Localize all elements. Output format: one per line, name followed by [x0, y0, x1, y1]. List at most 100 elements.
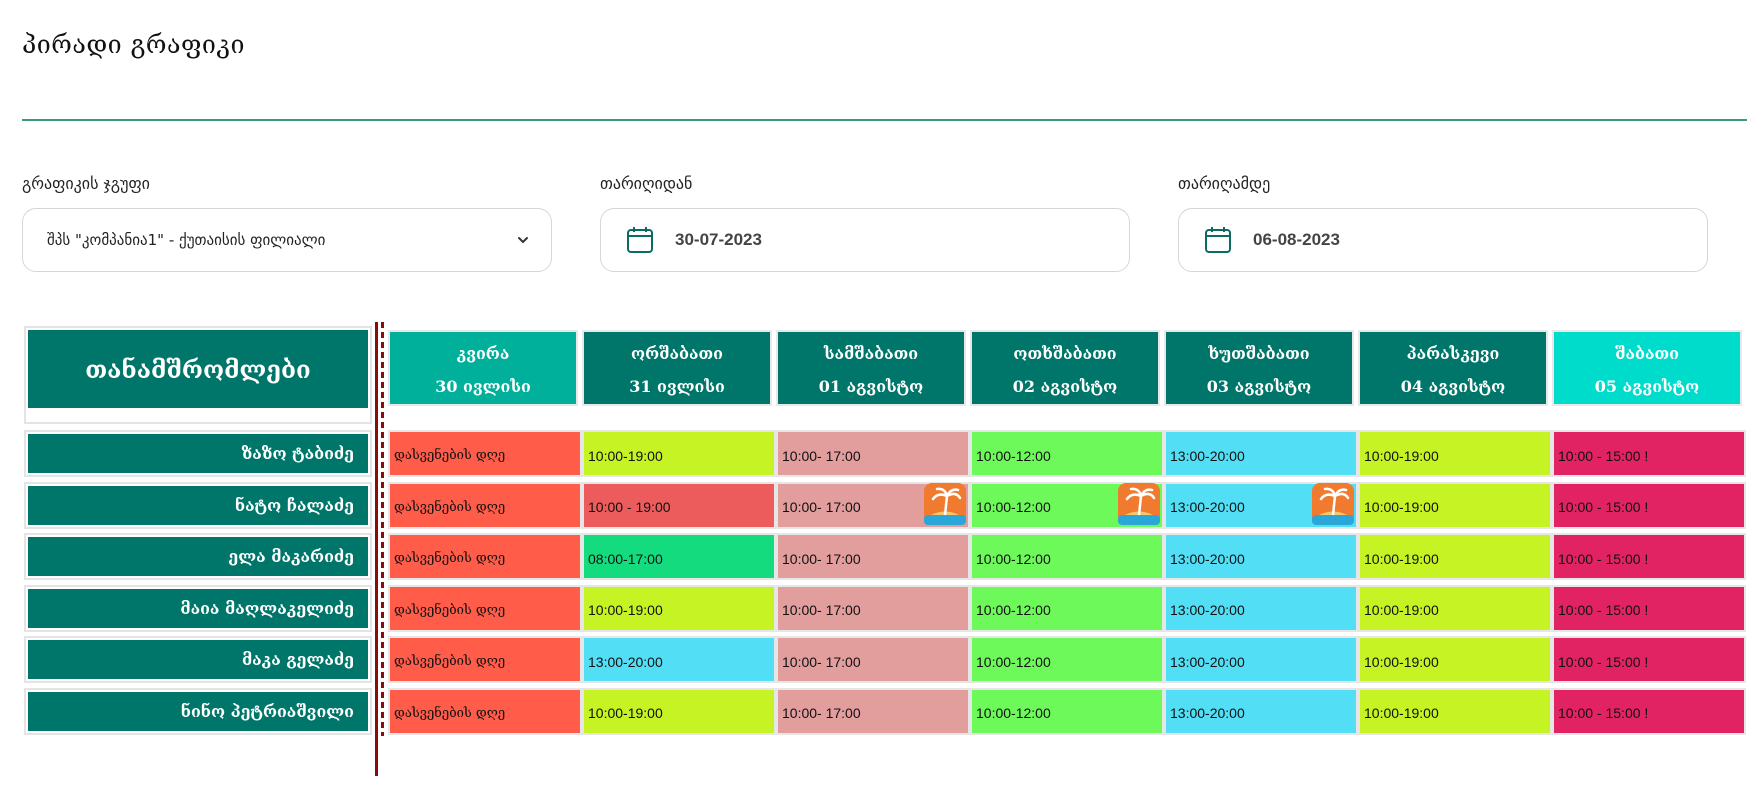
day-header: შაბათი 05 აგვისტო	[1552, 330, 1742, 406]
shift-cell[interactable]: 13:00-20:00	[1164, 430, 1358, 477]
shift-text: 10:00- 17:00	[782, 705, 861, 721]
shift-cell[interactable]: 10:00- 17:00	[776, 584, 970, 632]
shift-cell[interactable]: 10:00-19:00	[1358, 584, 1552, 632]
shift-text: 13:00-20:00	[588, 653, 663, 670]
shift-text: 10:00-12:00	[976, 653, 1051, 670]
shift-text: 13:00-20:00	[1170, 705, 1245, 721]
group-select-value: შპს "კომპანია1" - ქუთაისის ფილიალი	[47, 231, 326, 249]
shift-cell[interactable]: 10:00 - 15:00 !	[1552, 584, 1746, 632]
shift-cell[interactable]: 10:00 - 19:00	[582, 481, 776, 529]
shift-cell[interactable]: 10:00-19:00	[1358, 481, 1552, 529]
day-header: ოთხშაბათი 02 აგვისტო	[970, 330, 1160, 406]
shift-cell[interactable]: 13:00-20:00	[1164, 481, 1358, 529]
shift-cell[interactable]: 10:00-12:00	[970, 687, 1164, 735]
employee-row-name[interactable]: ზაზო ტაბიძე	[24, 430, 372, 477]
employee-row-name[interactable]: ნინო პეტრიაშვილი	[24, 687, 372, 735]
shift-cell[interactable]: 10:00-19:00	[582, 430, 776, 477]
shift-text: 10:00-12:00	[976, 447, 1051, 464]
date-from-input[interactable]: 30-07-2023	[600, 208, 1130, 272]
shift-text: დასვენების დღე	[394, 654, 506, 669]
shift-cell[interactable]: 10:00- 17:00	[776, 687, 970, 735]
shift-cell[interactable]: 10:00- 17:00	[776, 636, 970, 683]
shift-text: 13:00-20:00	[1170, 499, 1245, 515]
shift-cell[interactable]: 10:00-19:00	[582, 687, 776, 735]
day-date: 05 აგვისტო	[1594, 377, 1700, 396]
shift-cell[interactable]: 10:00-19:00	[1358, 430, 1552, 477]
date-from-label: თარიღიდან	[600, 174, 693, 193]
day-date: 04 აგვისტო	[1400, 377, 1506, 396]
title-divider	[22, 119, 1747, 121]
employee-row-name[interactable]: ნატო ჩალაძე	[24, 481, 372, 529]
shift-cell[interactable]: 10:00 - 15:00 !	[1552, 636, 1746, 683]
shift-cell[interactable]: 10:00-19:00	[1358, 636, 1552, 683]
day-name: შაბათი	[1615, 344, 1679, 363]
shift-cell[interactable]: 13:00-20:00	[1164, 533, 1358, 580]
shift-cell[interactable]: 10:00-12:00	[970, 430, 1164, 477]
shift-text: დასვენების დღე	[394, 705, 506, 721]
shift-cell[interactable]: დასვენების დღე	[388, 636, 582, 683]
employee-name: ნატო ჩალაძე	[28, 485, 368, 525]
group-select[interactable]: შპს "კომპანია1" - ქუთაისის ფილიალი	[22, 208, 552, 272]
calendar-icon[interactable]	[1203, 225, 1233, 255]
shift-cell[interactable]: დასვენების დღე	[388, 584, 582, 632]
shift-text: 10:00-19:00	[1364, 447, 1439, 464]
shift-cell[interactable]: 10:00- 17:00	[776, 533, 970, 580]
shift-text: 10:00-19:00	[588, 705, 663, 721]
shift-text: 13:00-20:00	[1170, 550, 1245, 567]
employee-row-name[interactable]: ელა მაკარიძე	[24, 533, 372, 580]
shift-cell[interactable]: 13:00-20:00	[1164, 687, 1358, 735]
shift-text: 10:00- 17:00	[782, 602, 861, 618]
shift-text: 10:00-19:00	[1364, 653, 1439, 670]
day-header: ხუთშაბათი 03 აგვისტო	[1164, 330, 1354, 406]
shift-cell[interactable]: 10:00-12:00	[970, 533, 1164, 580]
shift-text: 10:00 - 15:00 !	[1558, 447, 1649, 464]
employee-name: მაია მაღლაკელიძე	[28, 588, 368, 628]
shift-text: 13:00-20:00	[1170, 653, 1245, 670]
shift-text: 10:00-19:00	[1364, 550, 1439, 567]
calendar-icon[interactable]	[625, 225, 655, 255]
shift-cell[interactable]: 13:00-20:00	[582, 636, 776, 683]
shift-cell[interactable]: დასვენების დღე	[388, 687, 582, 735]
day-date: 01 აგვისტო	[818, 377, 924, 396]
shift-text: 10:00-19:00	[588, 447, 663, 464]
shift-cell[interactable]: 13:00-20:00	[1164, 584, 1358, 632]
shift-cell[interactable]: დასვენების დღე	[388, 430, 582, 477]
shift-cell[interactable]: 10:00-19:00	[1358, 533, 1552, 580]
shift-text: 10:00- 17:00	[782, 550, 861, 567]
shift-text: 10:00 - 15:00 !	[1558, 602, 1649, 618]
shift-cell[interactable]: 10:00-12:00	[970, 481, 1164, 529]
employee-row-name[interactable]: მაია მაღლაკელიძე	[24, 584, 372, 632]
day-name: ხუთშაბათი	[1208, 344, 1310, 363]
shift-cell[interactable]: 10:00-12:00	[970, 584, 1164, 632]
shift-cell[interactable]: 10:00-19:00	[1358, 687, 1552, 735]
day-header: სამშაბათი 01 აგვისტო	[776, 330, 966, 406]
shift-text: 10:00- 17:00	[782, 447, 861, 464]
shift-cell[interactable]: 10:00 - 15:00 !	[1552, 533, 1746, 580]
shift-text: 10:00- 17:00	[782, 653, 861, 670]
day-name: სამშაბათი	[823, 344, 919, 363]
date-to-input[interactable]: 06-08-2023	[1178, 208, 1708, 272]
shift-cell[interactable]: 10:00- 17:00	[776, 430, 970, 477]
employee-row-name[interactable]: მაკა გელაძე	[24, 636, 372, 683]
vacation-icon	[924, 482, 966, 525]
shift-cell[interactable]: 10:00-19:00	[582, 584, 776, 632]
group-filter: გრაფიკის ჯგუფი შპს "კომპანია1" - ქუთაისი…	[22, 174, 552, 272]
shift-cell[interactable]: 10:00 - 15:00 !	[1552, 481, 1746, 529]
shift-cell[interactable]: 10:00 - 15:00 !	[1552, 430, 1746, 477]
shift-cell[interactable]: 13:00-20:00	[1164, 636, 1358, 683]
shift-text: დასვენების დღე	[394, 499, 506, 515]
shift-text: 10:00-12:00	[976, 602, 1051, 618]
day-date: 02 აგვისტო	[1012, 377, 1118, 396]
page-title: პირადი გრაფიკი	[22, 30, 245, 59]
shift-cell[interactable]: 10:00-12:00	[970, 636, 1164, 683]
shift-cell[interactable]: 10:00- 17:00	[776, 481, 970, 529]
day-date: 30 ივლისი	[435, 377, 531, 396]
vacation-icon	[1118, 482, 1160, 525]
shift-cell[interactable]: 10:00 - 15:00 !	[1552, 687, 1746, 735]
shift-text: დასვენების დღე	[394, 602, 506, 618]
shift-cell[interactable]: დასვენების დღე	[388, 533, 582, 580]
date-from-value: 30-07-2023	[675, 230, 762, 249]
shift-cell[interactable]: დასვენების დღე	[388, 481, 582, 529]
shift-cell[interactable]: 08:00-17:00	[582, 533, 776, 580]
day-header: პარასკევი 04 აგვისტო	[1358, 330, 1548, 406]
